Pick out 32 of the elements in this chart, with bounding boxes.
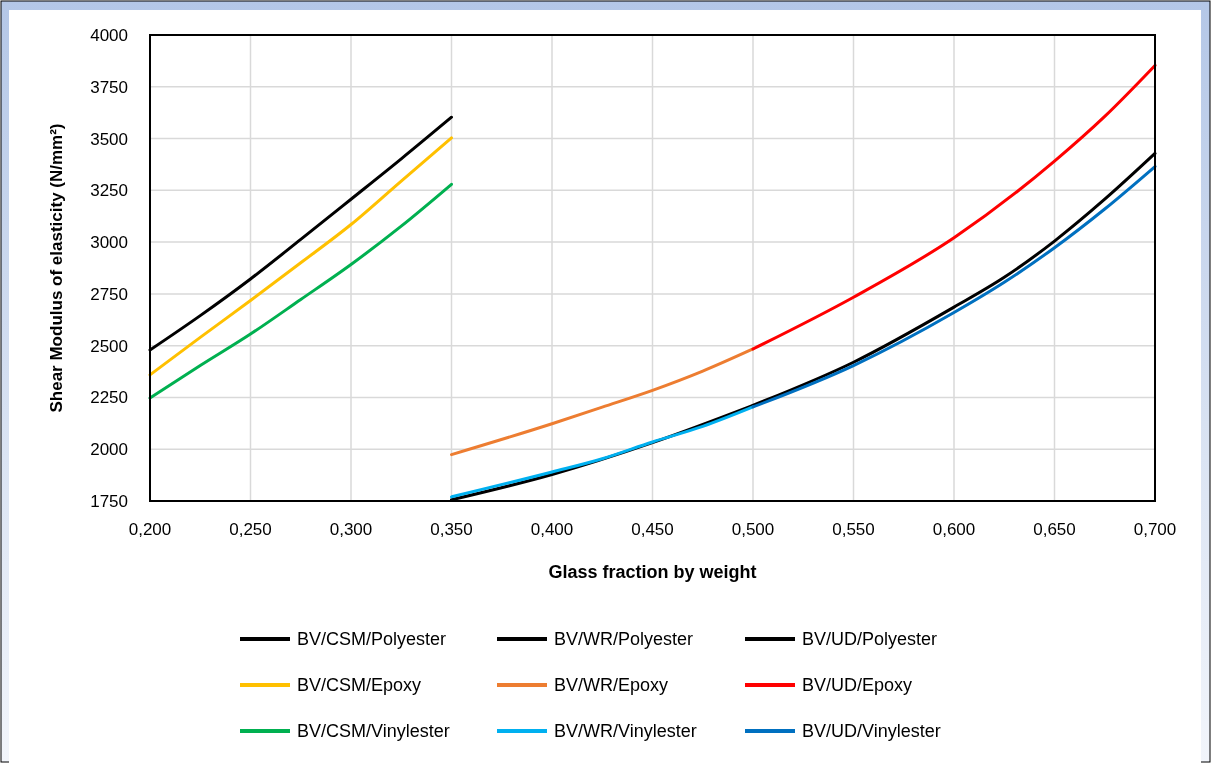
x-tick-label: 0,650 (1033, 520, 1076, 539)
legend-label: BV/CSM/Polyester (297, 629, 447, 650)
x-axis-title: Glass fraction by weight (548, 562, 757, 582)
y-tick-label: 2500 (90, 336, 128, 356)
legend-label: BV/CSM/Vinylester (297, 721, 450, 742)
legend-label: BV/UD/Polyester (802, 629, 938, 650)
legend-label: BV/UD/Epoxy (802, 675, 913, 696)
x-tick-label: 0,550 (832, 520, 875, 539)
y-axis-title: Shear Modulus of elasticity (N/mm²) (47, 123, 66, 413)
x-tick-label: 0,200 (128, 520, 172, 539)
x-tick-label: 0,600 (932, 520, 976, 539)
x-tick-label: 0,450 (631, 520, 674, 539)
x-tick-label: 0,350 (430, 520, 473, 539)
legend-label: BV/WR/Vinylester (554, 721, 697, 742)
y-tick-label: 3000 (90, 233, 128, 253)
y-tick-label: 3500 (90, 129, 128, 149)
legend-label: BV/UD/Vinylester (802, 721, 941, 742)
x-tick-label: 0,700 (1133, 520, 1177, 539)
x-tick-label: 0,500 (731, 520, 775, 539)
y-tick-label: 3750 (90, 77, 128, 97)
y-tick-label: 2250 (90, 388, 128, 408)
legend-label: BV/WR/Epoxy (554, 675, 669, 696)
legend-label: BV/CSM/Epoxy (297, 675, 422, 696)
legend-label: BV/WR/Polyester (554, 629, 694, 650)
y-tick-label: 1750 (90, 491, 128, 511)
x-tick-label: 0,250 (229, 520, 272, 539)
y-tick-label: 3250 (90, 181, 128, 201)
x-tick-label: 0,400 (530, 520, 574, 539)
y-tick-label: 2750 (90, 284, 128, 304)
y-tick-label: 4000 (90, 25, 128, 45)
y-tick-label: 2000 (90, 440, 128, 460)
x-tick-label: 0,300 (329, 520, 373, 539)
